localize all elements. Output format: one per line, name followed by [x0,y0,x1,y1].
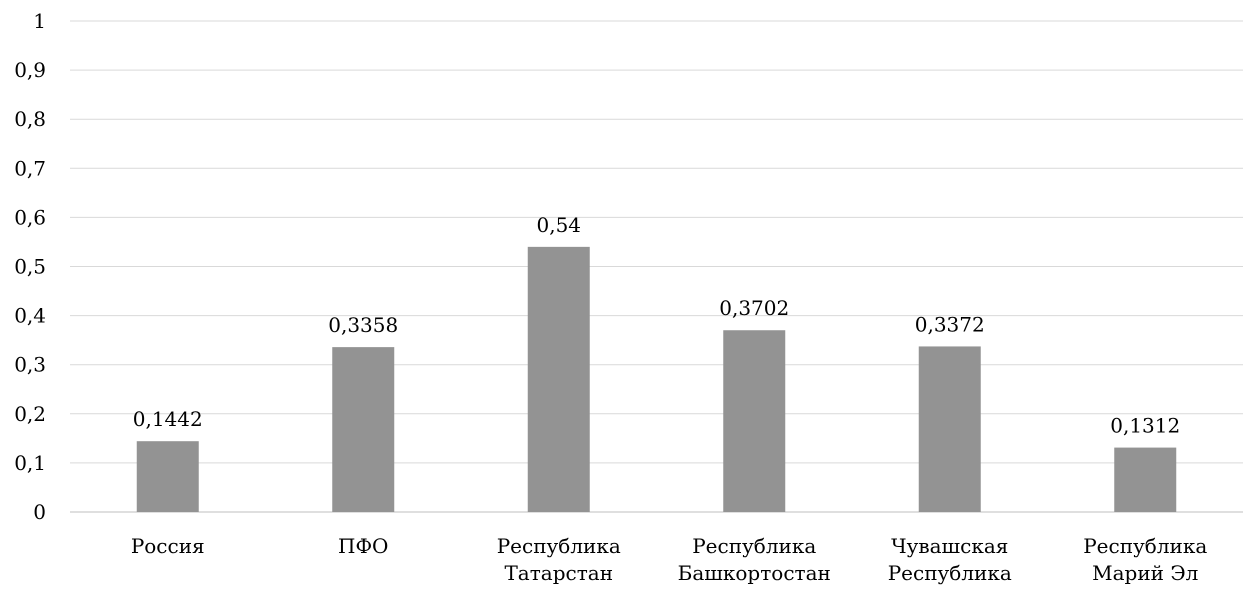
data-label: 0,3372 [915,312,985,336]
y-tick-label: 0,3 [14,353,46,377]
bar [1114,447,1177,512]
x-axis-category-labels: Россия ПФО Республика Татарстан Республика Ба… [131,534,1208,585]
y-axis-tick-labels: 0 0,1 0,2 0,3 0,4 0,5 0,6 0,7 0,8 0,9 1 [14,9,46,524]
y-tick-label: 0,1 [14,451,46,475]
y-tick-label: 0,4 [14,304,46,328]
y-tick-label: 0 [33,500,46,524]
y-tick-label: 0,6 [14,205,46,229]
data-label: 0,3702 [719,296,789,320]
category-label: Россия [131,534,205,558]
data-label: 0,1312 [1110,414,1180,438]
data-label: 0,54 [536,213,581,237]
category-label: Чувашская Республика [888,534,1012,585]
data-label: 0,1442 [133,407,203,431]
bar [136,441,199,512]
y-tick-label: 0,5 [14,255,46,279]
y-tick-label: 1 [33,9,46,33]
bar [918,346,981,512]
gridlines [70,20,1243,513]
category-label: Республика Марий Эл [1083,534,1207,585]
y-tick-label: 0,8 [14,107,46,131]
category-label: Республика Башкортостан [678,534,831,585]
data-labels: 0,1442 0,3358 0,54 0,3702 0,3372 0,1312 [133,213,1180,438]
bar [527,246,590,513]
y-tick-label: 0,7 [14,156,46,180]
bars [136,246,1177,513]
y-tick-label: 0,9 [14,58,46,82]
data-label: 0,3358 [328,313,398,337]
y-tick-label: 0,2 [14,402,46,426]
category-label: Республика Татарстан [497,534,621,585]
bar [723,330,786,512]
category-label: ПФО [338,534,388,558]
bar [332,347,395,512]
